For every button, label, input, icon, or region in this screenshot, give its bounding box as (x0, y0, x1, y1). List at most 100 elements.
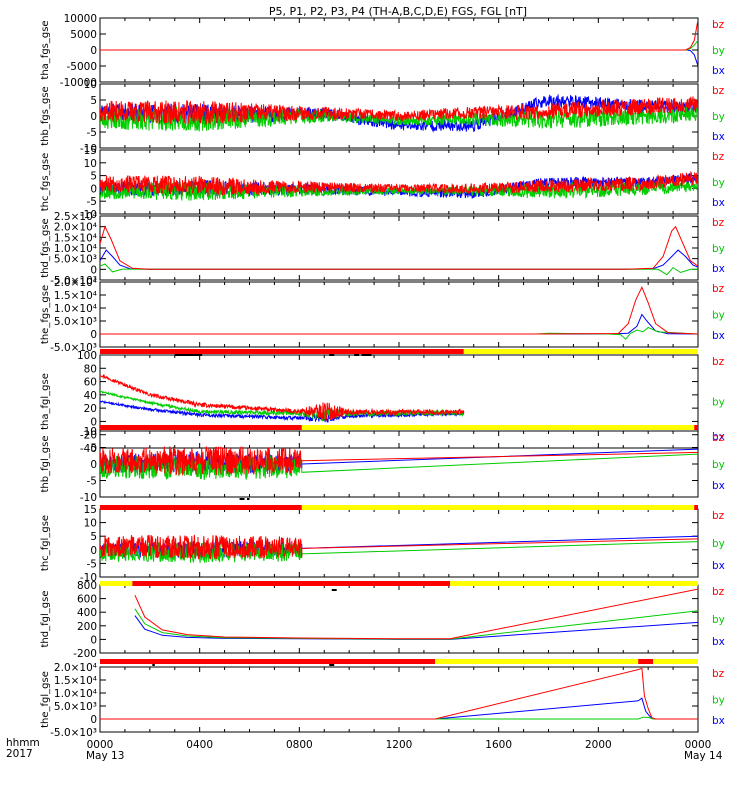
legend-bz: bz (712, 283, 725, 295)
y-tick-label: 10 (84, 426, 97, 438)
panel-the_fgs_gse: 2.0×10⁴1.5×10⁴1.0×10⁴5.0×10³0-5.0×10³the… (40, 277, 725, 354)
series-bz-line (100, 534, 698, 560)
status-segment-yellow (435, 659, 639, 664)
legend-bx: bx (712, 715, 725, 727)
status-bar-3 (100, 498, 698, 510)
legend-by: by (712, 111, 725, 123)
legend-bx: bx (712, 263, 725, 275)
status-segment-yellow (301, 505, 695, 510)
panel-the_fgl_gse: 2.0×10⁴1.5×10⁴1.0×10⁴5.0×10³0-5.0×10³the… (40, 662, 725, 739)
y-axis-label: thd_fgs_gse (40, 218, 51, 277)
status-tick (354, 354, 360, 356)
series-bz-line (100, 96, 698, 125)
y-axis-label: thc_fgl_gse (40, 515, 51, 571)
y-tick-label: 1.5×10⁴ (54, 290, 97, 302)
series-bz-line (100, 225, 698, 270)
x-tick-label: 1200 (386, 739, 413, 751)
y-axis-label: tha_fgl_gse (40, 373, 51, 430)
y-tick-label: 80 (84, 363, 97, 375)
status-tick (329, 664, 335, 666)
y-tick-label: 0 (90, 264, 97, 276)
y-tick-label: 100 (77, 350, 97, 362)
status-tick (247, 498, 250, 500)
legend-bx: bx (712, 636, 725, 648)
panel-thb_fgl_gse: 10 5 0 -5 -10 thb_fgl_gse bz by bx (40, 426, 725, 504)
panel-tha_fgs_gse: 10000 5000 0 -5000 -10000 tha_fgs_gse bz by bx (40, 13, 725, 89)
y-tick-label: 0 (90, 714, 97, 726)
y-tick-label: -200 (73, 648, 97, 660)
y-tick-label: -10000 (60, 77, 97, 89)
x-tick-label: 0000 (87, 739, 114, 751)
series-by-line (134, 608, 698, 640)
y-tick-label: 400 (77, 607, 97, 619)
legend-bx: bx (712, 65, 725, 77)
legend-bz: bz (712, 19, 725, 31)
status-bar-5 (100, 659, 698, 666)
y-tick-label: -5 (87, 476, 97, 488)
legend-by: by (712, 177, 725, 189)
legend-bz: bz (712, 510, 725, 522)
series-bz-line (100, 19, 698, 51)
series-bz-line (100, 285, 698, 335)
y-tick-label: 0 (90, 545, 97, 557)
legend-bz: bz (712, 668, 725, 680)
y-axis-label: the_fgl_gse (40, 671, 51, 728)
x-tick-label: 2000 (585, 739, 612, 751)
status-segment-red (694, 425, 698, 430)
status-segment-red (100, 349, 464, 354)
x-date-label: May 14 (684, 750, 723, 762)
y-tick-label: 10 (84, 79, 97, 91)
y-tick-label: 2.5×10⁴ (54, 211, 97, 223)
y-tick-label: 0 (90, 634, 97, 646)
status-segment-yellow (450, 581, 698, 586)
x-tick-label: 1600 (485, 739, 512, 751)
legend-by: by (712, 695, 725, 707)
y-tick-label: 15 (84, 504, 97, 516)
series-by-line (100, 263, 698, 276)
status-segment-red (100, 659, 436, 664)
y-tick-label: 1.0×10⁴ (54, 688, 97, 700)
y-tick-label: 0 (90, 183, 97, 195)
series-bx-line (100, 313, 698, 335)
series-bz-line (100, 445, 698, 476)
year-label: 2017 (6, 748, 33, 760)
status-tick (239, 498, 245, 500)
legend-by: by (712, 310, 725, 322)
y-tick-label: 0 (90, 459, 97, 471)
series-bx-line (100, 697, 698, 720)
y-tick-label: -10 (80, 143, 97, 155)
y-tick-label: -5 (87, 196, 97, 208)
legend-bx: bx (712, 480, 725, 492)
legend-by: by (712, 538, 725, 550)
status-segment-red (100, 425, 302, 430)
y-tick-label: 15 (84, 145, 97, 157)
panel-frame (99, 584, 699, 654)
y-axis-label: thb_fgl_gse (40, 436, 51, 493)
y-tick-label: 1.0×10⁴ (54, 243, 97, 255)
series-bx-line (134, 615, 698, 640)
status-segment-red (100, 505, 302, 510)
status-bar-2 (100, 425, 698, 430)
legend-by: by (712, 45, 725, 57)
series-bx-line (100, 249, 698, 270)
x-tick-label: 0400 (186, 739, 213, 751)
status-segment-red (694, 505, 698, 510)
legend-by: by (712, 243, 725, 255)
status-segment-red (638, 659, 654, 664)
y-tick-label: 0 (90, 329, 97, 341)
legend-by: by (712, 459, 725, 471)
plot-title: P5, P1, P2, P3, P4 (TH-A,B,C,D,E) FGS, F… (269, 5, 527, 18)
y-tick-label: 2.0×10⁴ (54, 277, 97, 289)
y-tick-label: 2.0×10⁴ (54, 662, 97, 674)
y-tick-label: 800 (77, 580, 97, 592)
legend-bz: bz (712, 151, 725, 163)
panel-thd_fgs_gse: 2.5×10⁴2.0×10⁴1.5×10⁴1.0×10⁴5.0×10³0-5.0… (40, 211, 725, 287)
y-tick-label: 1.0×10⁴ (54, 303, 97, 315)
y-axis-label: thd_fgl_gse (40, 591, 51, 648)
legend-by: by (712, 397, 725, 409)
status-tick (174, 354, 203, 356)
y-tick-label: 0 (90, 111, 97, 123)
y-tick-label: -10 (80, 209, 97, 221)
